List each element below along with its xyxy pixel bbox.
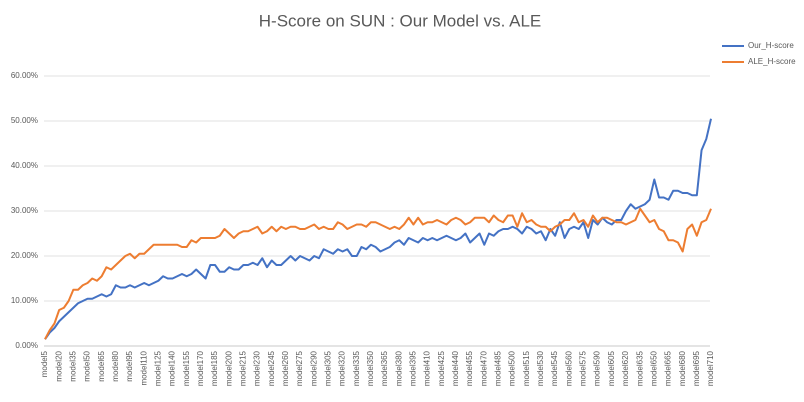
x-tick-label: model155 bbox=[182, 350, 191, 386]
x-tick-label: model230 bbox=[253, 350, 262, 386]
x-tick-label: model635 bbox=[635, 350, 644, 386]
x-tick-label: model455 bbox=[465, 350, 474, 386]
x-tick-label: model530 bbox=[536, 350, 545, 386]
y-tick-label: 0.00% bbox=[15, 341, 38, 350]
x-tick-label: model80 bbox=[111, 350, 120, 381]
y-tick-label: 10.00% bbox=[11, 296, 38, 305]
x-tick-label: model425 bbox=[437, 350, 446, 386]
x-tick-label: model650 bbox=[649, 350, 658, 386]
series-line bbox=[44, 207, 712, 340]
x-tick-label: model365 bbox=[380, 350, 389, 386]
x-tick-label: model200 bbox=[224, 350, 233, 386]
x-tick-label: model215 bbox=[238, 350, 247, 386]
x-tick-label: model545 bbox=[550, 350, 559, 386]
x-tick-label: model125 bbox=[153, 350, 162, 386]
x-tick-label: model245 bbox=[267, 350, 276, 386]
x-tick-label: model485 bbox=[494, 350, 503, 386]
x-tick-label: model65 bbox=[97, 350, 106, 381]
x-tick-label: model320 bbox=[338, 350, 347, 386]
x-tick-label: model605 bbox=[607, 350, 616, 386]
x-tick-label: model665 bbox=[664, 350, 673, 386]
x-tick-label: model140 bbox=[168, 350, 177, 386]
x-tick-label: model590 bbox=[593, 350, 602, 386]
x-tick-label: model50 bbox=[83, 350, 92, 381]
x-tick-label: model35 bbox=[68, 350, 77, 381]
x-tick-label: model410 bbox=[423, 350, 432, 386]
x-tick-label: model5 bbox=[40, 350, 49, 377]
y-tick-label: 30.00% bbox=[11, 206, 38, 215]
x-tick-label: model515 bbox=[522, 350, 531, 386]
x-tick-label: model395 bbox=[409, 350, 418, 386]
x-tick-label: model290 bbox=[309, 350, 318, 386]
x-tick-label: model335 bbox=[352, 350, 361, 386]
x-tick-label: model170 bbox=[196, 350, 205, 386]
y-tick-label: 50.00% bbox=[11, 116, 38, 125]
y-tick-label: 20.00% bbox=[11, 251, 38, 260]
x-tick-label: model500 bbox=[508, 350, 517, 386]
x-tick-label: model20 bbox=[54, 350, 63, 381]
x-tick-label: model95 bbox=[125, 350, 134, 381]
x-tick-label: model680 bbox=[678, 350, 687, 386]
x-tick-label: model470 bbox=[479, 350, 488, 386]
x-tick-label: model350 bbox=[366, 350, 375, 386]
x-tick-label: model440 bbox=[451, 350, 460, 386]
x-tick-label: model695 bbox=[692, 350, 701, 386]
x-tick-label: model275 bbox=[295, 350, 304, 386]
x-tick-label: model575 bbox=[579, 350, 588, 386]
x-tick-label: model620 bbox=[621, 350, 630, 386]
x-tick-label: model710 bbox=[706, 350, 715, 386]
chart-title: H-Score on SUN : Our Model vs. ALE bbox=[259, 11, 542, 30]
legend-label: Our_H-score bbox=[748, 41, 794, 50]
x-tick-label: model305 bbox=[324, 350, 333, 386]
x-tick-label: model110 bbox=[139, 350, 148, 385]
legend-label: ALE_H-score bbox=[748, 57, 796, 66]
x-tick-label: model260 bbox=[281, 350, 290, 386]
series-line bbox=[44, 118, 712, 340]
x-tick-label: model380 bbox=[394, 350, 403, 386]
x-tick-label: model560 bbox=[564, 350, 573, 386]
x-tick-label: model185 bbox=[210, 350, 219, 386]
y-tick-label: 40.00% bbox=[11, 161, 38, 170]
y-tick-label: 60.00% bbox=[11, 71, 38, 80]
